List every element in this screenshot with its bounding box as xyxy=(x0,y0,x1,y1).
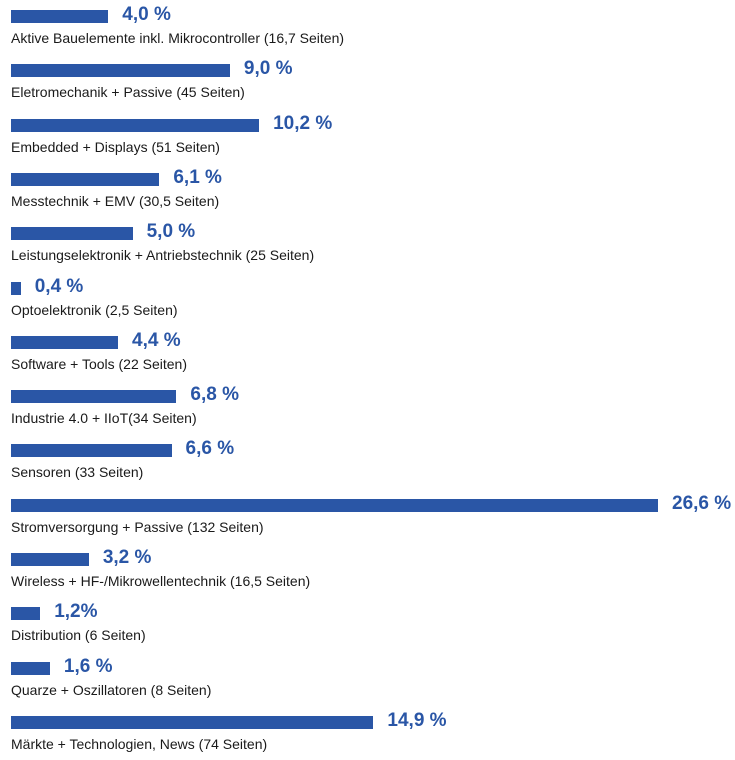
chart-bar xyxy=(11,335,119,349)
chart-bar xyxy=(11,281,21,295)
chart-bar xyxy=(11,607,41,621)
chart-row: 3,2 % Wireless + HF-/Mikrowellentechnik (… xyxy=(0,543,735,597)
chart-bar xyxy=(11,715,374,729)
data-label: 26,6 % xyxy=(672,492,732,514)
chart-row: 14,9 % Märkte + Technologien, News (74 Se… xyxy=(0,706,735,760)
chart-row: 4,0 % Aktive Bauelemente inkl. Mikrocontr… xyxy=(0,0,735,54)
chart-row: 6,6 % Sensoren (33 Seiten) xyxy=(0,434,735,488)
chart-row: 5,0 % Leistungselektronik + Antriebstechn… xyxy=(0,217,735,271)
category-label: Aktive Bauelemente inkl. Mikrocontroller… xyxy=(11,30,345,46)
chart-bar xyxy=(11,10,109,23)
data-label: 4,0 % xyxy=(122,4,171,25)
category-label: Embedded + Displays (51 Seiten) xyxy=(11,138,220,155)
chart-row: 6,8 % Industrie 4.0 + IIoT(34 Seiten) xyxy=(0,380,735,434)
data-label: 4,4 % xyxy=(132,329,181,351)
chart-bar xyxy=(11,553,89,566)
chart-bar xyxy=(11,118,260,132)
data-label: 9,0 % xyxy=(243,58,293,80)
category-label: Wireless + HF-/Mikrowellentechnik (16,5 … xyxy=(11,573,311,589)
chart-row: 10,2 % Embedded + Displays (51 Seiten) xyxy=(0,109,735,163)
data-label: 6,1 % xyxy=(173,166,222,188)
chart-bar xyxy=(11,64,230,78)
category-label: Eletromechanik + Passive (45 Seiten) xyxy=(11,84,245,101)
chart-row: 1,2% Distribution (6 Seiten) xyxy=(0,597,735,651)
category-label: Sensoren (33 Seiten) xyxy=(11,464,144,481)
chart-row: 9,0 % Eletromechanik + Passive (45 Seiten… xyxy=(0,54,735,108)
chart-bar xyxy=(11,661,50,675)
category-label: Optoelektronik (2,5 Seiten) xyxy=(11,301,178,318)
chart-bar xyxy=(11,172,160,186)
category-label: Stromversorgung + Passive (132 Seiten) xyxy=(11,518,264,535)
data-label: 0,4 % xyxy=(34,275,84,297)
category-label: Distribution (6 Seiten) xyxy=(11,627,146,644)
data-label: 1,6 % xyxy=(63,655,113,677)
chart-bar xyxy=(11,444,172,458)
chart-row: 0,4 % Optoelektronik (2,5 Seiten) xyxy=(0,272,735,326)
category-label: Messtechnik + EMV (30,5 Seiten) xyxy=(11,192,220,209)
chart-row: 4,4 % Software + Tools (22 Seiten) xyxy=(0,326,735,380)
chart-bar xyxy=(11,498,658,512)
category-label: Software + Tools (22 Seiten) xyxy=(11,355,188,372)
category-label: Märkte + Technologien, News (74 Seiten) xyxy=(11,735,268,752)
chart-bar xyxy=(11,227,133,241)
data-label: 1,2% xyxy=(54,601,98,623)
category-label: Leistungselektronik + Antriebstechnik (2… xyxy=(11,247,315,264)
data-label: 10,2 % xyxy=(273,112,333,134)
category-label: Industrie 4.0 + IIoT(34 Seiten) xyxy=(11,410,197,427)
data-label: 14,9 % xyxy=(387,709,447,731)
data-label: 6,8 % xyxy=(190,384,239,406)
chart-row: 26,6 % Stromversorgung + Passive (132 Sei… xyxy=(0,489,735,543)
category-label: Quarze + Oszillatoren (8 Seiten) xyxy=(11,681,212,698)
chart-bar xyxy=(11,390,177,404)
chart-row: 6,1 % Messtechnik + EMV (30,5 Seiten) xyxy=(0,163,735,217)
data-label: 6,6 % xyxy=(185,438,235,460)
data-label: 5,0 % xyxy=(146,221,196,243)
chart-row: 1,6 % Quarze + Oszillatoren (8 Seiten) xyxy=(0,652,735,706)
data-label: 3,2 % xyxy=(102,547,152,568)
